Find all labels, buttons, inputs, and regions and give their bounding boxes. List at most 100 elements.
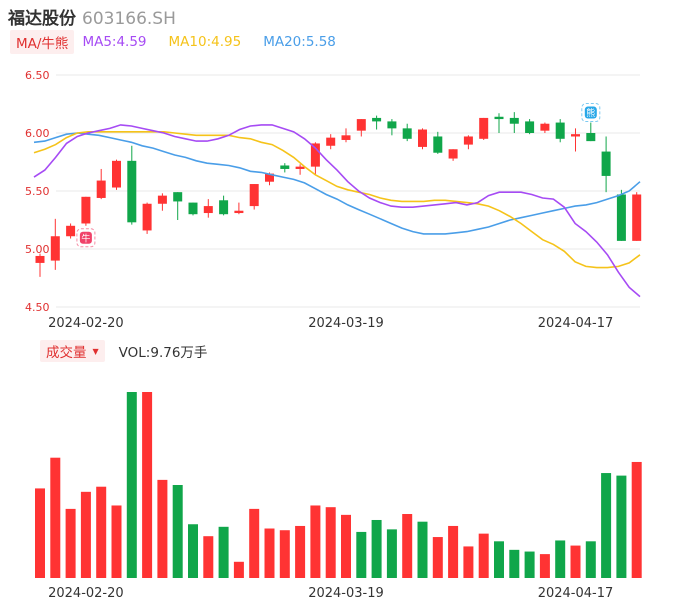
volume-indicator-selector[interactable]: 成交量 ▼ — [40, 340, 105, 362]
candle — [372, 115, 382, 130]
candle-body — [341, 135, 351, 140]
candle-body — [632, 194, 642, 241]
candle — [433, 131, 443, 154]
volume-bar — [570, 545, 581, 578]
volume-bar — [35, 488, 45, 578]
candle — [555, 119, 565, 143]
candle-body — [372, 117, 382, 122]
volume-bar — [539, 554, 550, 578]
candle — [173, 192, 183, 220]
candle-body — [203, 206, 213, 214]
volume-bar — [279, 530, 290, 578]
ma5-line — [33, 124, 641, 298]
candle-body — [418, 129, 427, 147]
price-date-axis: 2024-02-20 2024-03-19 2024-04-17 — [48, 316, 613, 331]
candle-body — [540, 123, 550, 131]
volume-bar — [402, 514, 413, 578]
candle-body — [310, 143, 320, 167]
ma-legend: MA/牛熊 MA5:4.59 MA10:4.95 MA20:5.58 — [10, 30, 358, 54]
candle-body — [326, 137, 336, 146]
candle — [418, 128, 427, 150]
volume-bar — [264, 528, 275, 578]
volume-bar — [494, 541, 504, 578]
candle-body — [280, 165, 290, 169]
candle — [249, 184, 259, 210]
candle-body — [81, 196, 91, 224]
volume-bar — [249, 508, 260, 578]
candle — [341, 128, 351, 143]
candle — [234, 202, 244, 215]
candle — [142, 202, 152, 234]
volume-bar — [386, 529, 397, 578]
price-tick-label: 4.50 — [25, 301, 50, 314]
candle-body — [463, 136, 473, 145]
volume-bar — [310, 505, 321, 578]
candle-body — [35, 255, 45, 263]
volume-bar — [325, 507, 336, 578]
volume-bar — [126, 392, 137, 578]
ma10-line — [33, 131, 641, 269]
candle-body — [173, 192, 183, 202]
ma5-legend: MA5:4.59 — [82, 34, 147, 50]
volume-date-tick-label: 2024-04-17 — [538, 586, 614, 601]
candle-body — [509, 117, 519, 124]
volume-bar — [203, 536, 214, 578]
volume-bar — [157, 479, 168, 578]
ma10-legend: MA10:4.95 — [168, 34, 242, 50]
volume-bar — [601, 473, 612, 578]
volume-bar — [371, 519, 382, 578]
candle — [203, 199, 213, 218]
volume-bar — [65, 508, 76, 578]
volume-date-tick-label: 2024-02-20 — [48, 586, 124, 601]
volume-bar — [524, 551, 535, 578]
candle-body — [356, 119, 366, 131]
candle-body — [265, 173, 274, 182]
volume-bar — [585, 541, 596, 578]
price-axis: 6.50 6.00 5.50 5.00 4.50 — [25, 69, 50, 314]
candle-body — [66, 225, 76, 237]
candle — [509, 112, 519, 133]
candle — [326, 134, 336, 150]
date-tick-label: 2024-04-17 — [538, 316, 614, 331]
chevron-down-icon: ▼ — [92, 346, 99, 356]
date-tick-label: 2024-02-20 — [48, 316, 124, 331]
stock-name: 福达股份 — [8, 9, 76, 29]
bull-signal-marker[interactable]: 牛 — [76, 228, 96, 248]
ma-indicator-selector[interactable]: MA/牛熊 — [10, 30, 75, 54]
candle — [127, 145, 137, 225]
candle — [448, 149, 458, 161]
candle-body — [157, 195, 167, 204]
bear-signal-marker[interactable]: 熊 — [581, 103, 601, 123]
candle-body — [295, 166, 305, 169]
candle — [356, 119, 366, 137]
candle-body — [601, 151, 611, 176]
candle — [571, 128, 580, 152]
candle — [81, 196, 91, 226]
candle-body — [96, 180, 106, 198]
candle-body — [127, 160, 137, 223]
candle-body — [586, 133, 596, 142]
volume-bar — [233, 561, 244, 578]
volume-bar — [295, 525, 306, 578]
volume-selector-label: 成交量 — [46, 345, 87, 361]
candle-body — [219, 200, 229, 215]
volume-bar — [356, 531, 367, 578]
volume-legend: 成交量 ▼ VOL:9.76万手 — [40, 340, 207, 362]
candle-body — [402, 128, 412, 139]
candle — [96, 168, 106, 200]
volume-bar — [142, 392, 153, 578]
candle — [50, 218, 60, 270]
candle — [586, 122, 596, 142]
price-tick-label: 6.00 — [25, 127, 50, 140]
candle — [157, 193, 167, 211]
candle-body — [433, 136, 443, 153]
candle — [540, 122, 550, 133]
moving-average-series — [33, 124, 641, 298]
candle — [280, 163, 290, 173]
price-tick-label: 6.50 — [25, 69, 50, 82]
volume-bar — [188, 524, 198, 578]
candle — [402, 123, 412, 142]
candle-body — [555, 122, 565, 139]
candle-body — [571, 134, 580, 137]
